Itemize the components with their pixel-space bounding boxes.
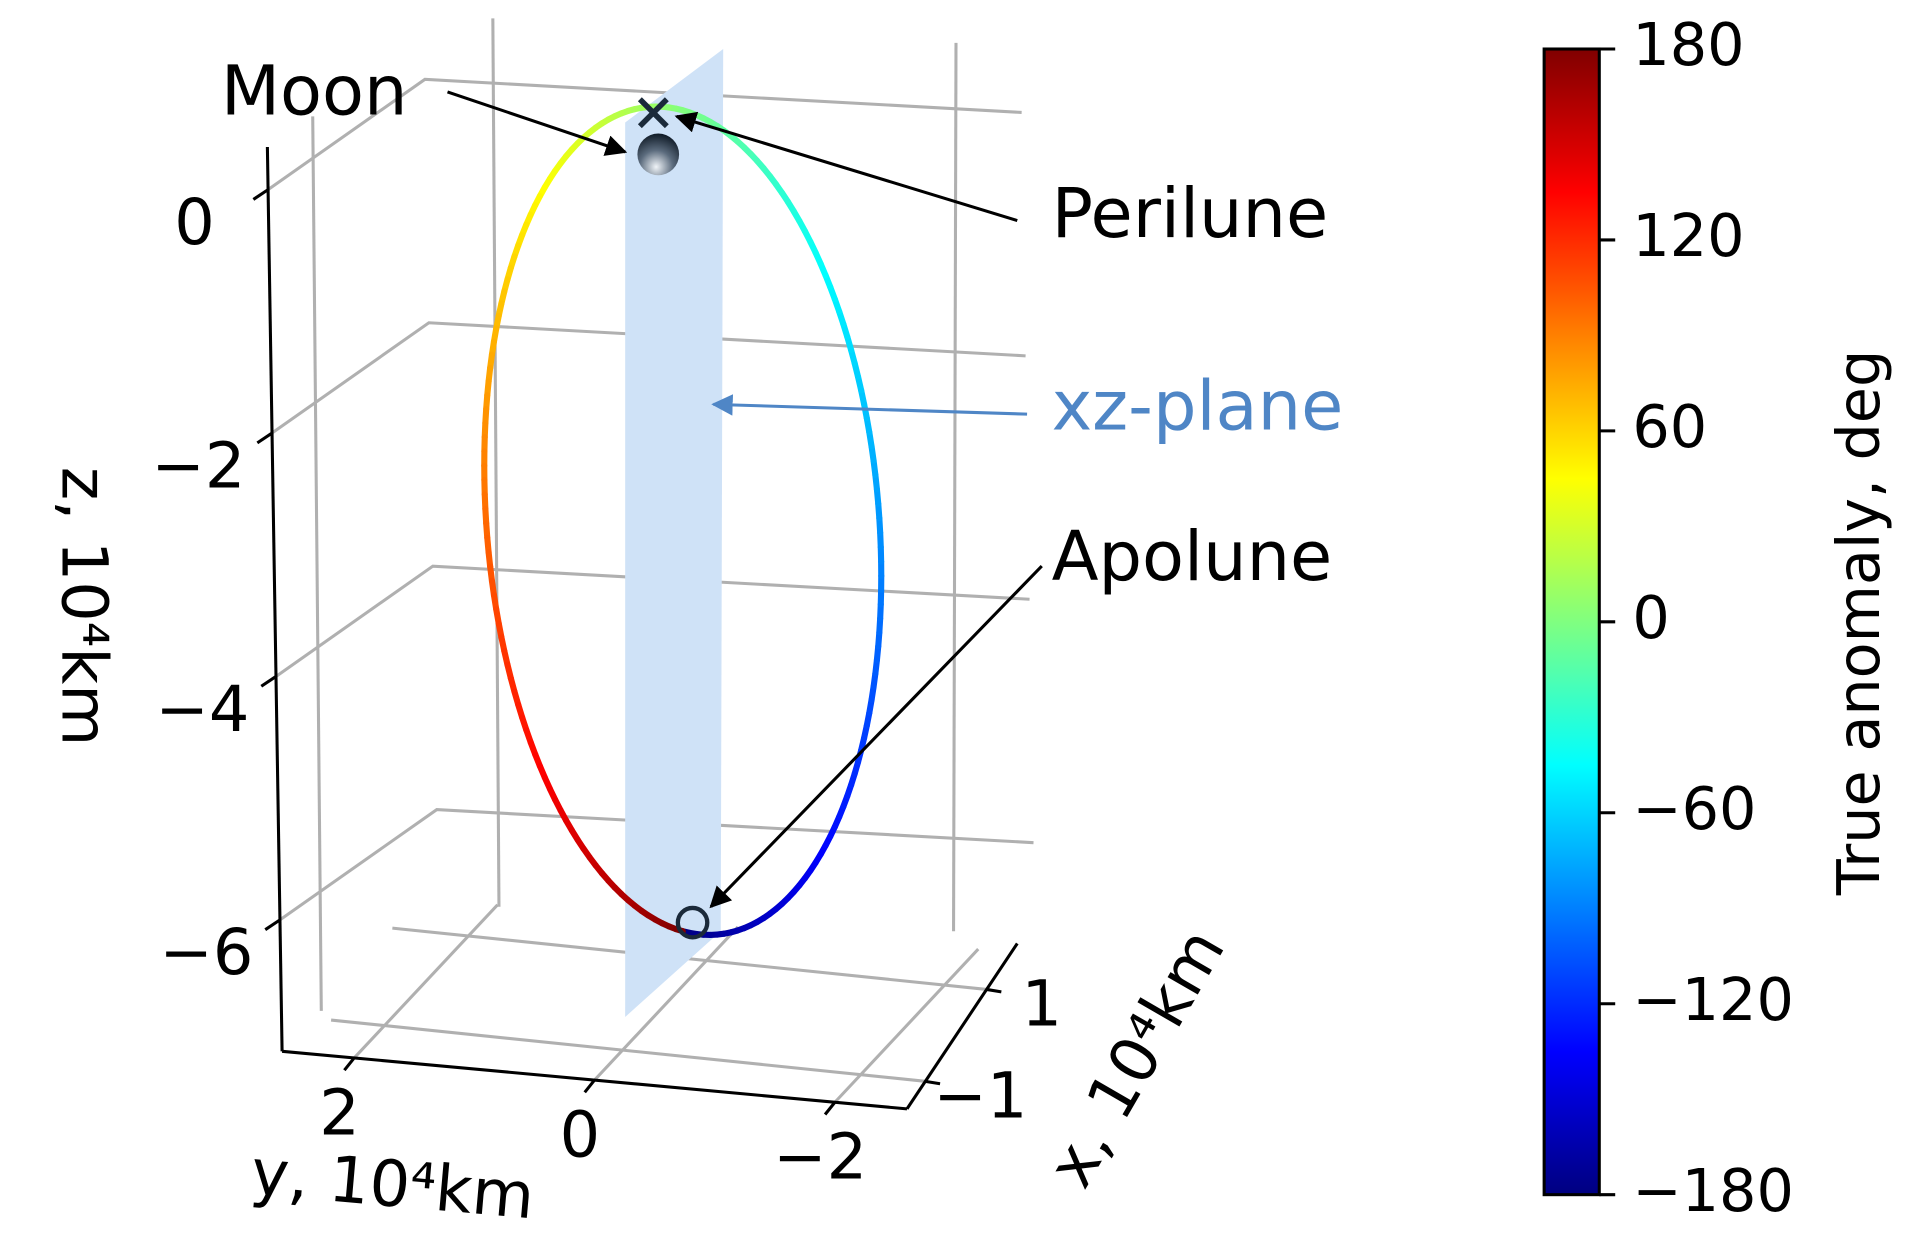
z-axis	[267, 147, 282, 1051]
x-tick	[987, 989, 1002, 991]
grid-line	[313, 116, 322, 1010]
grid-line	[331, 1020, 925, 1081]
apolune-arrow	[711, 566, 1042, 907]
y-tick	[825, 1102, 835, 1114]
perilune-label: Perilune	[1052, 174, 1329, 254]
colorbar-tick-label: 120	[1632, 201, 1744, 270]
colorbar-tick-label: 180	[1632, 10, 1744, 79]
y-tick	[585, 1080, 595, 1092]
colorbar-tick-label: −180	[1632, 1156, 1794, 1225]
x-tick-label: 1	[1022, 967, 1063, 1041]
plane-label: xz-plane	[1052, 367, 1344, 447]
plane-arrow	[713, 404, 1027, 414]
perilune-arrow	[677, 116, 1018, 220]
y-tick-label: 2	[319, 1076, 360, 1150]
z-tick	[265, 920, 280, 930]
y-tick-label: −2	[773, 1121, 867, 1195]
z-tick-label: −4	[156, 673, 250, 747]
colorbar-label: True anomaly, deg	[1824, 350, 1893, 896]
z-tick-label: −2	[152, 429, 246, 503]
y-tick-label: 0	[560, 1098, 601, 1172]
moon-arrow	[448, 92, 626, 152]
xz-plane	[625, 49, 723, 1017]
colorbar-tick-label: −120	[1632, 965, 1794, 1034]
y-tick	[344, 1058, 354, 1070]
z-axis-label: z, 10⁴km	[46, 467, 120, 746]
colorbar-tick-label: −60	[1632, 774, 1756, 843]
moon	[637, 134, 679, 176]
apolune-label: Apolune	[1052, 517, 1333, 597]
grid-line	[493, 18, 499, 906]
z-tick	[257, 433, 272, 443]
colorbar	[1544, 49, 1599, 1195]
colorbar-tick-label: 0	[1632, 583, 1669, 652]
x-axis-label: x, 10⁴km	[1034, 917, 1240, 1200]
z-tick-label: −6	[159, 916, 253, 990]
grid-line	[954, 43, 956, 931]
moon-label: Moon	[221, 52, 408, 132]
colorbar-tick-label: 60	[1632, 392, 1707, 461]
z-tick-label: 0	[174, 186, 215, 260]
x-tick-label: −1	[934, 1059, 1028, 1133]
z-tick	[253, 190, 268, 200]
z-tick	[261, 676, 276, 686]
y-axis-label: y, 10⁴km	[248, 1136, 537, 1234]
